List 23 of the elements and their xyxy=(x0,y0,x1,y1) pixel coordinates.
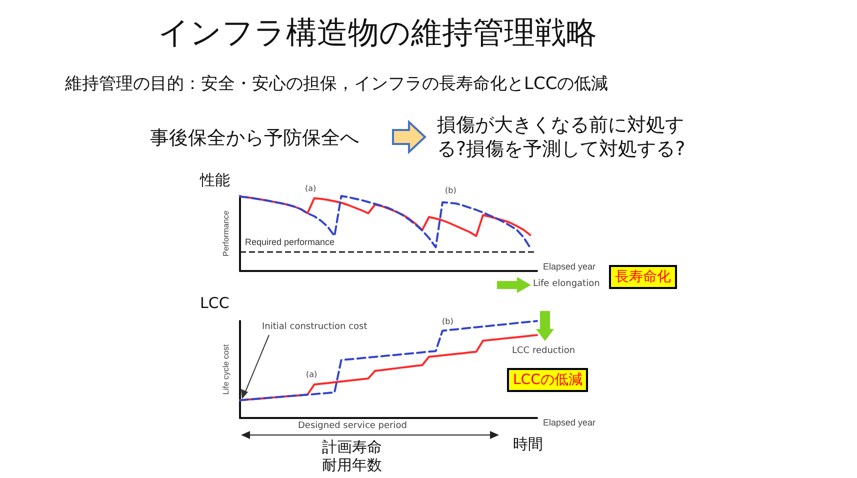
chart-title: インフラ構造物の維持管理戦略 xyxy=(158,14,597,53)
y-axis-title: Performance xyxy=(222,210,230,256)
text: 計画寿命耐用年数 xyxy=(322,438,383,474)
annotation: Initial construction cost xyxy=(262,322,368,332)
annotation: LCC reduction xyxy=(512,346,576,356)
text: (b) xyxy=(445,186,456,195)
y-axis-title: Life cycle cost xyxy=(222,344,230,395)
ref-line-label: Required performance xyxy=(245,237,335,247)
chart-subtitle: 維持管理の目的：安全・安心の担保，インフラの長寿命化とLCCの低減 xyxy=(65,73,608,95)
text: Designed service period xyxy=(298,421,407,431)
text: 損傷が大きくなる前に対処する?損傷を予測して対処する? xyxy=(437,113,686,161)
text: (a) xyxy=(305,184,316,193)
x-axis-title: Elapsed year xyxy=(543,418,596,428)
text: Life elongation xyxy=(533,279,600,289)
text: LCC xyxy=(200,294,230,312)
text: 時間 xyxy=(513,435,543,454)
x-axis-title: Elapsed year xyxy=(543,262,596,272)
text: 事後保全から予防保全へ xyxy=(150,126,359,151)
text: 長寿命化 xyxy=(609,265,677,289)
annotation: (a) xyxy=(306,370,318,379)
annotation: (b) xyxy=(442,317,454,326)
text: 性能 xyxy=(200,171,230,190)
annotation: LCCの低減 xyxy=(507,368,588,392)
